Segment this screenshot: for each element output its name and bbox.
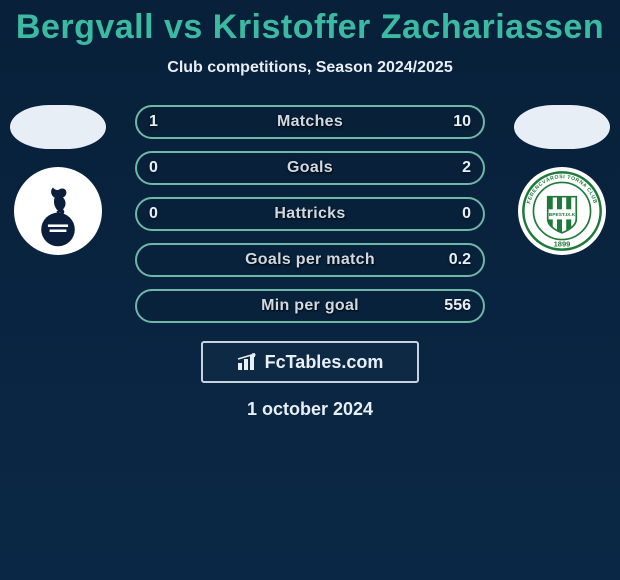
player-left-column [8, 105, 108, 255]
subtitle: Club competitions, Season 2024/2025 [0, 59, 620, 77]
tottenham-crest-icon [16, 169, 100, 253]
stat-label: Min per goal [137, 297, 483, 315]
svg-text:BPEST.IX.K: BPEST.IX.K [549, 212, 576, 218]
stat-row-hattricks: 0Hattricks0 [135, 197, 485, 231]
stat-bars: 1Matches100Goals20Hattricks0Goals per ma… [135, 105, 485, 323]
stat-row-goals-per-match: Goals per match0.2 [135, 243, 485, 277]
stat-row-min-per-goal: Min per goal556 [135, 289, 485, 323]
bar-chart-icon [237, 353, 259, 371]
stat-label: Matches [137, 113, 483, 131]
branding-text: FcTables.com [265, 352, 384, 373]
stat-label: Hattricks [137, 205, 483, 223]
branding-box: FcTables.com [201, 341, 419, 383]
stat-right-value: 2 [462, 159, 471, 177]
tottenham-crest [14, 167, 102, 255]
stat-row-matches: 1Matches10 [135, 105, 485, 139]
jersey-placeholder-right [514, 105, 610, 149]
player-right-column: FERENCVÁROSI TORNA CLUB BPEST.IX.K [512, 105, 612, 255]
stat-label: Goals [137, 159, 483, 177]
as-of-date: 1 october 2024 [0, 399, 620, 420]
comparison-area: FERENCVÁROSI TORNA CLUB BPEST.IX.K [0, 105, 620, 323]
stat-row-goals: 0Goals2 [135, 151, 485, 185]
stat-right-value: 0.2 [449, 251, 471, 269]
stat-right-value: 556 [444, 297, 471, 315]
jersey-placeholder-left [10, 105, 106, 149]
stat-right-value: 10 [453, 113, 471, 131]
ferencvaros-crest: FERENCVÁROSI TORNA CLUB BPEST.IX.K [518, 167, 606, 255]
ferencvaros-crest-icon: FERENCVÁROSI TORNA CLUB BPEST.IX.K [520, 169, 604, 253]
page-title: Bergvall vs Kristoffer Zachariassen [0, 0, 620, 47]
stat-right-value: 0 [462, 205, 471, 223]
svg-text:1899: 1899 [554, 239, 571, 248]
stat-label: Goals per match [137, 251, 483, 269]
